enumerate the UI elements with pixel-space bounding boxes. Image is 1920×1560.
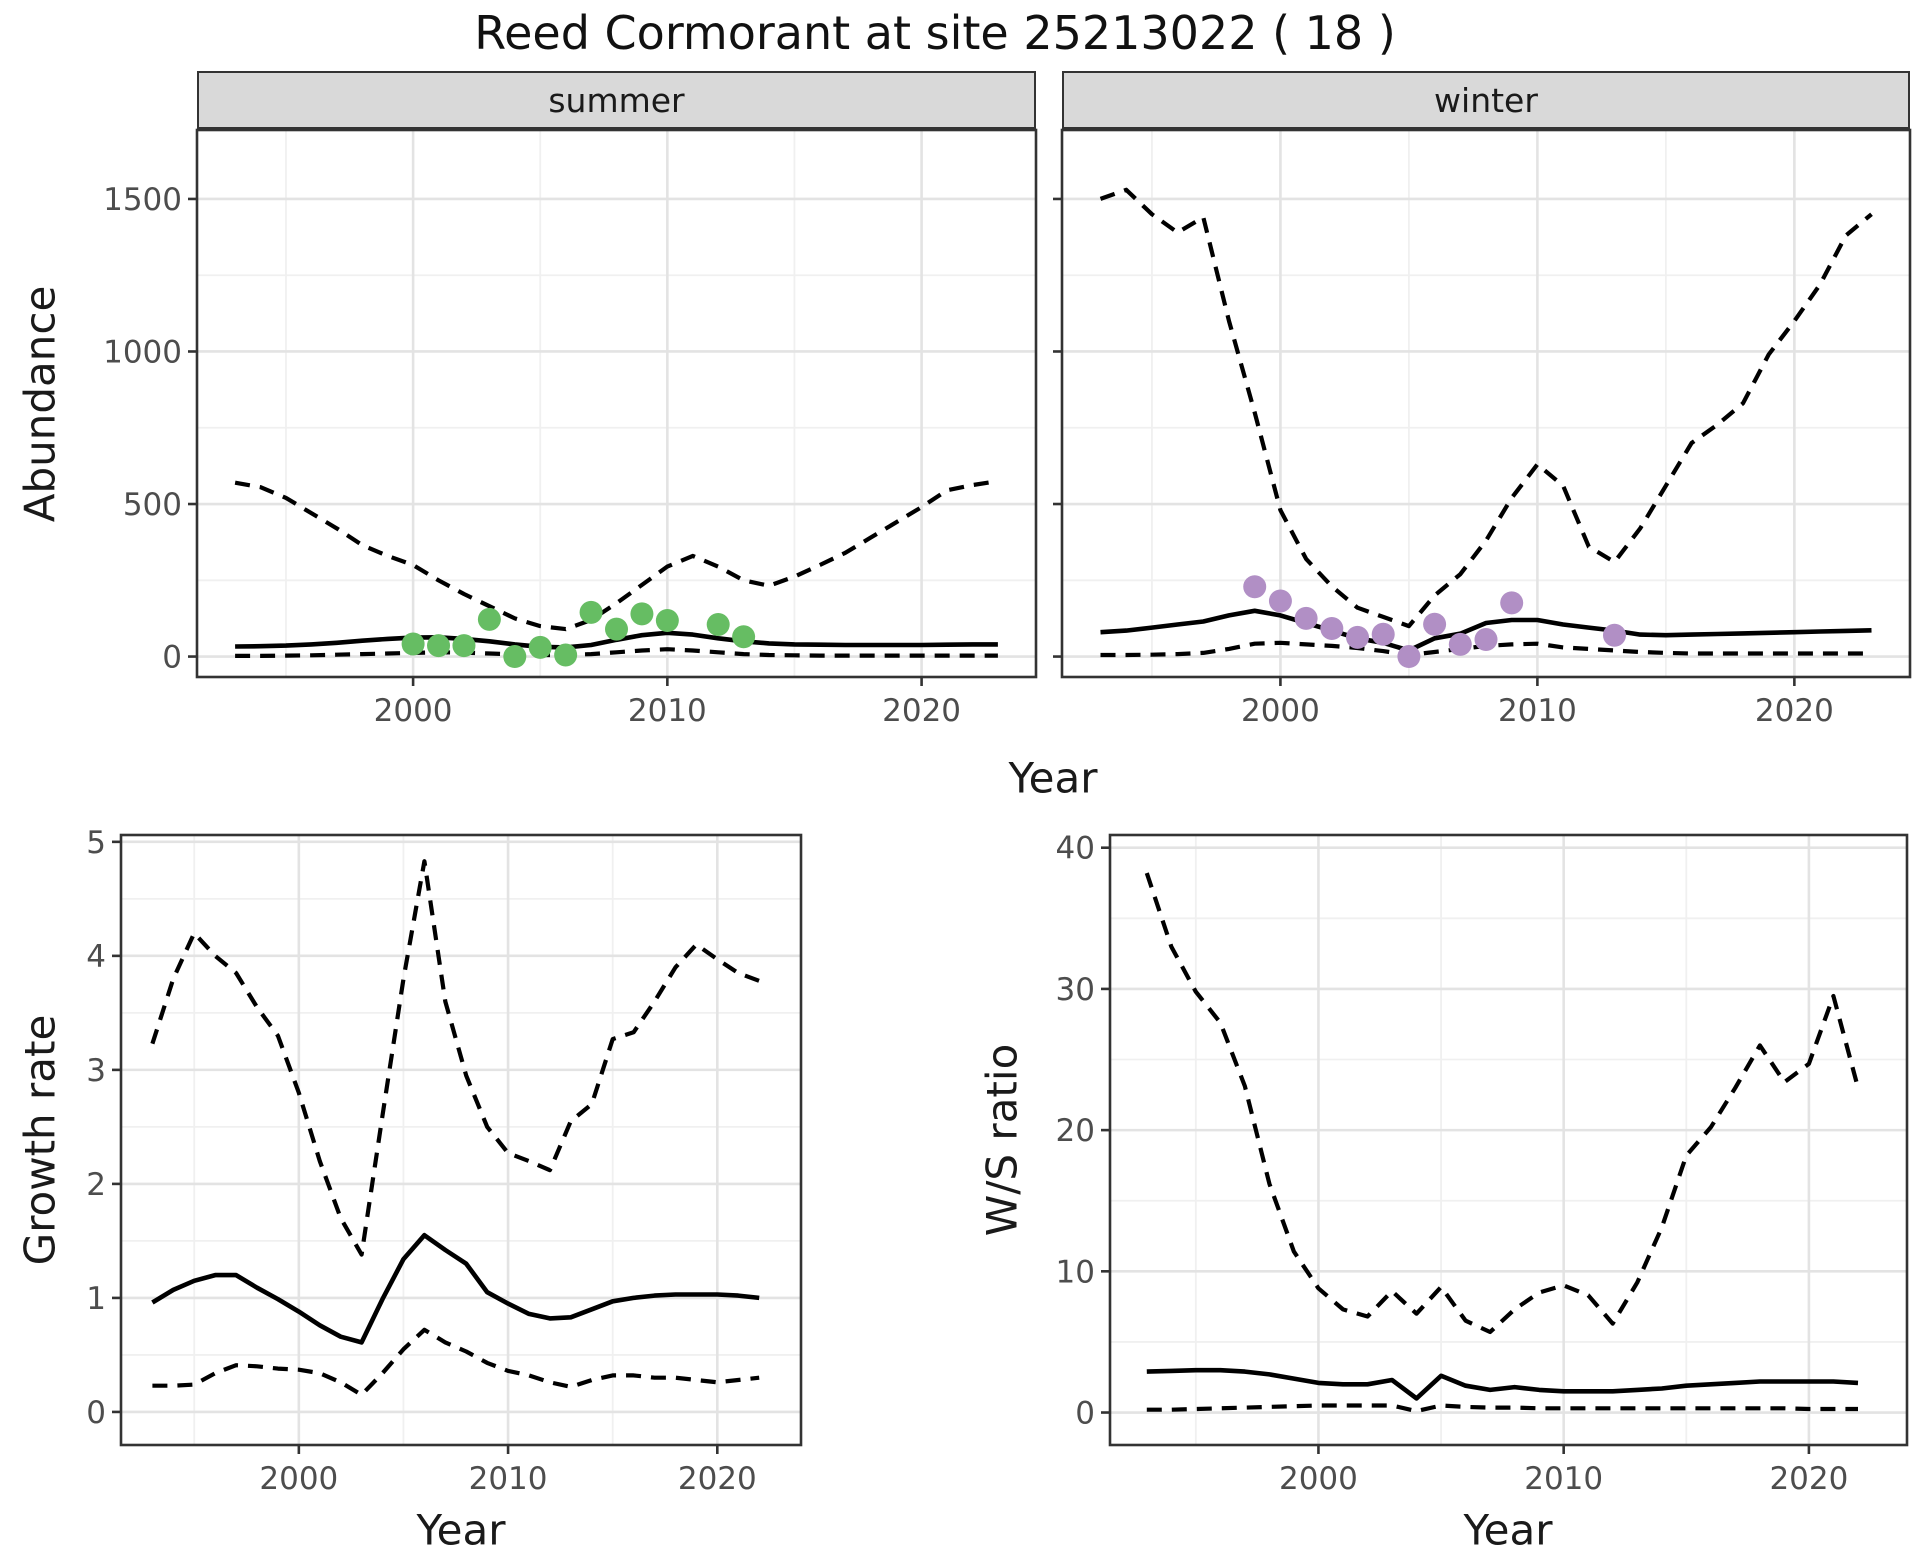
observation-point — [1602, 623, 1626, 647]
series-median-ws-ratio — [1146, 1367, 1859, 1401]
observation-point — [1397, 645, 1421, 669]
x-tick-label: 2010 — [1498, 693, 1577, 729]
observation-point — [401, 632, 425, 656]
x-tick-label: 2020 — [1755, 693, 1834, 729]
y-tick-label: 500 — [123, 487, 182, 523]
panel-border-ws-ratio — [1108, 833, 1909, 1447]
observation-point — [1268, 589, 1292, 613]
x-tick-label: 2010 — [1524, 1461, 1603, 1497]
observation-point — [706, 613, 730, 637]
x-tick-label: 2000 — [1241, 693, 1320, 729]
series-median-abundance-winter — [1100, 608, 1872, 653]
observation-point — [1474, 627, 1498, 651]
y-tick-label: 30 — [1056, 972, 1095, 1008]
observation-point — [477, 607, 501, 631]
y-tick-label: 1500 — [103, 182, 182, 218]
observation-point — [732, 625, 756, 649]
observation-point — [605, 617, 628, 641]
panel-border-growth-rate — [119, 833, 803, 1447]
series-ci-lower-ws-ratio — [1146, 1403, 1858, 1414]
observation-point — [1320, 616, 1344, 640]
facet-strip-winter: winter — [1062, 71, 1910, 129]
observation-point — [630, 602, 654, 626]
x-axis-title-growth: Year — [416, 1505, 506, 1555]
y-axis-title-abundance: Abundance — [15, 285, 65, 523]
observation-point — [1448, 632, 1472, 656]
facet-strip-summer: summer — [197, 71, 1036, 129]
observation-point — [1423, 612, 1447, 636]
y-tick-label: 2 — [86, 1167, 106, 1203]
observation-point — [655, 609, 679, 633]
observation-point — [1294, 606, 1318, 630]
panel-border-abundance-winter — [1060, 128, 1912, 679]
y-tick-label: 0 — [86, 1395, 106, 1431]
y-tick-label: 3 — [86, 1053, 106, 1089]
page-title: Reed Cormorant at site 25213022 ( 18 ) — [474, 6, 1396, 60]
x-tick-label: 2020 — [882, 693, 961, 729]
y-axis-title-ws-ratio: W/S ratio — [977, 1043, 1027, 1237]
y-tick-label: 10 — [1056, 1254, 1095, 1290]
observation-point — [554, 643, 578, 667]
x-tick-label: 2010 — [469, 1461, 548, 1497]
x-axis-title-top: Year — [1008, 753, 1098, 803]
observation-point — [427, 634, 451, 658]
y-tick-label: 0 — [162, 640, 182, 676]
observation-point — [1243, 575, 1267, 599]
y-tick-label: 1000 — [103, 334, 182, 370]
series-ci-upper-growth-rate — [150, 859, 760, 1257]
series-ci-upper-abundance-winter — [1099, 187, 1873, 629]
x-tick-label: 2000 — [1279, 1461, 1358, 1497]
x-tick-label: 2000 — [374, 693, 453, 729]
y-tick-label: 0 — [1075, 1396, 1095, 1432]
x-tick-label: 2020 — [1769, 1461, 1848, 1497]
observation-point — [1500, 591, 1524, 615]
observation-point — [503, 645, 527, 669]
series-ci-upper-ws-ratio — [1144, 872, 1861, 1335]
series-ci-lower-abundance-summer — [235, 647, 998, 659]
series-ci-lower-growth-rate — [152, 1327, 760, 1397]
observation-point — [452, 634, 476, 658]
y-tick-label: 40 — [1056, 831, 1095, 867]
x-tick-label: 2000 — [259, 1461, 338, 1497]
y-tick-label: 4 — [86, 939, 106, 975]
observation-point — [528, 635, 552, 659]
y-tick-label: 5 — [86, 825, 106, 861]
series-median-growth-rate — [151, 1232, 760, 1345]
observation-point — [1346, 625, 1370, 649]
x-axis-title-ws: Year — [1463, 1505, 1553, 1555]
panel-bg-ws-ratio — [1110, 835, 1907, 1445]
y-axis-title-growth-rate: Growth rate — [15, 1014, 65, 1266]
panel-border-abundance-summer — [195, 128, 1038, 679]
panel-bg-abundance-summer — [197, 130, 1036, 677]
observation-point — [1371, 622, 1395, 646]
panel-bg-growth-rate — [121, 835, 801, 1445]
x-tick-label: 2020 — [678, 1461, 757, 1497]
observation-point — [579, 600, 603, 624]
x-tick-label: 2010 — [628, 693, 707, 729]
y-tick-label: 20 — [1056, 1113, 1095, 1149]
y-tick-label: 1 — [86, 1281, 106, 1317]
series-ci-upper-abundance-summer — [234, 479, 999, 632]
panel-bg-abundance-winter — [1062, 130, 1910, 677]
